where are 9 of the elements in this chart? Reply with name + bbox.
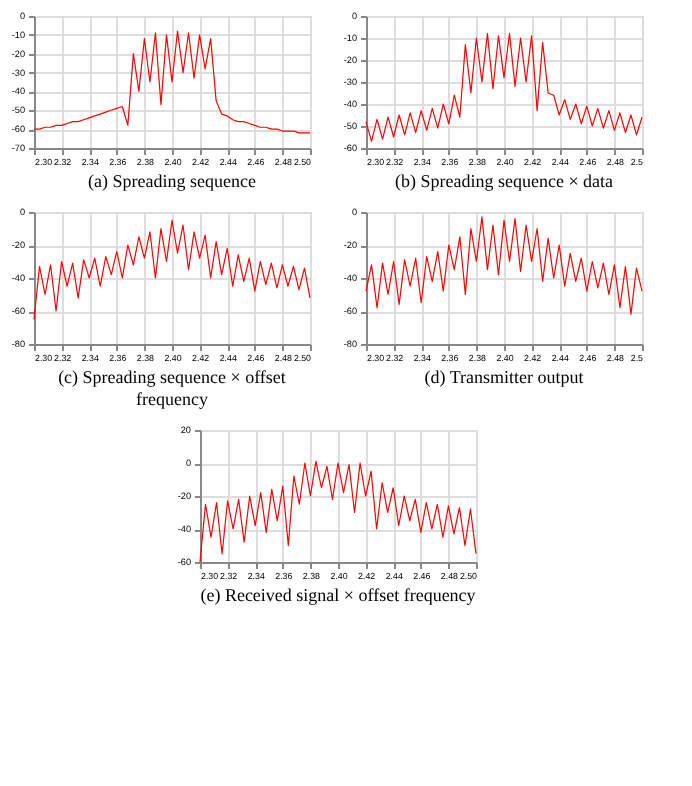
text: (d) Transmitter output: [424, 366, 585, 387]
line-series: [33, 30, 311, 134]
text: (a) Spreading sequence: [88, 170, 256, 191]
line-series: [365, 216, 643, 315]
line-series: [33, 219, 311, 320]
text: (b) Spreading sequence × data: [394, 170, 614, 191]
text: (e) Received signal × offset frequency: [200, 584, 477, 605]
line-series: [365, 33, 643, 142]
text: (c) Spreading sequence × offset frequency: [58, 366, 287, 409]
